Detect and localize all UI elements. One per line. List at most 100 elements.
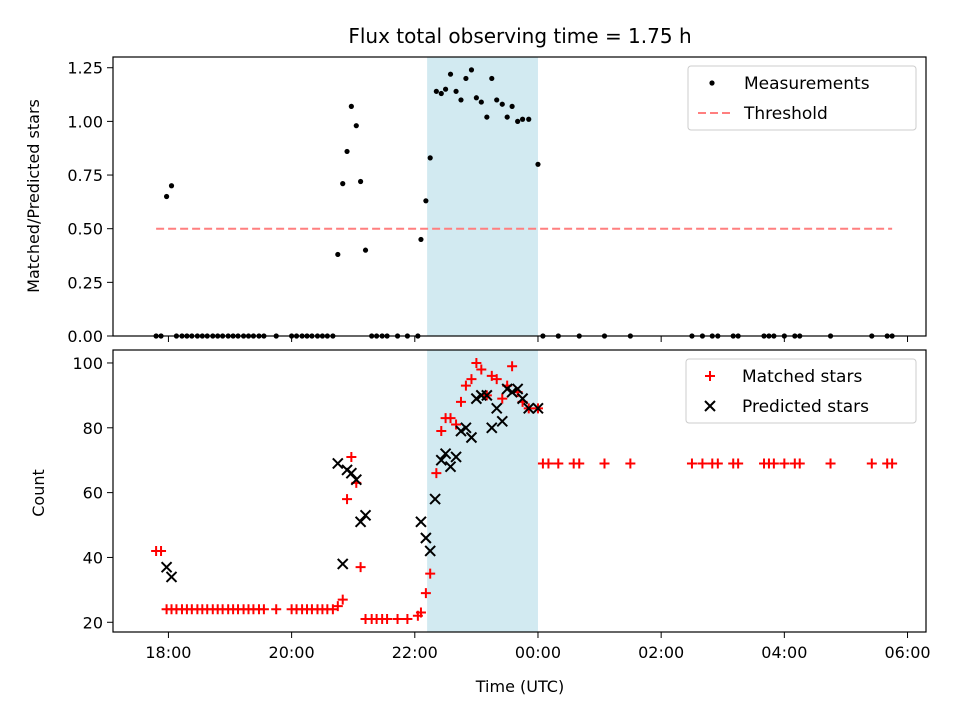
panel-bottom: 18:00 20:00 22:00 00:00 02:00 04:00 06:00 20 40 6… [72, 349, 931, 662]
bottom-matched-stars-point [507, 361, 518, 372]
x-axis-label: Time (UTC) [475, 677, 564, 696]
top-measurements-point [504, 114, 510, 120]
bottom-predicted-stars-point [444, 460, 457, 473]
bottom-predicted-stars-point [470, 392, 483, 405]
top-measurements-point [344, 148, 350, 155]
bottom-matched-stars-point [332, 601, 343, 612]
bottom-matched-stars-point [382, 614, 393, 625]
bottom-y-tick-label: 20 [83, 613, 103, 632]
x-tick-label: 18:00 [145, 643, 191, 662]
bottom-matched-stars-point [425, 568, 436, 579]
bottom-matched-stars-point [355, 562, 366, 573]
top-measurements-point [519, 116, 526, 122]
bottom-legend-predicted-stars-label: Predicted stars [742, 397, 869, 417]
bottom-matched-stars-point [156, 545, 167, 556]
top-y-tick-label: 0.75 [67, 166, 103, 185]
bottom-matched-stars-point [887, 458, 898, 469]
bottom-predicted-stars-point [460, 422, 472, 434]
bottom-predicted-stars-point [481, 389, 493, 402]
top-measurements-point [453, 88, 459, 94]
top-y-axis-label: Matched/Predicted stars [24, 99, 43, 293]
top-measurements-point [348, 103, 354, 109]
bottom-matched-stars-point [553, 458, 564, 469]
top-y-tick-label: 0.50 [67, 220, 103, 239]
bottom-predicted-stars-point [429, 493, 441, 505]
bottom-predicted-stars-point [160, 561, 173, 573]
bottom-matched-stars-point [402, 614, 413, 625]
bottom-predicted-stars-point [486, 422, 498, 434]
bottom-matched-stars-point [768, 458, 779, 469]
bottom-predicted-stars-point [337, 558, 349, 570]
bottom-matched-stars-point [779, 458, 790, 469]
top-measurements-point [494, 97, 500, 103]
x-tick-label: 02:00 [638, 643, 684, 662]
chart-title: Flux total observing time = 1.75 h [348, 24, 691, 48]
bottom-matched-stars-point [445, 413, 456, 424]
top-y-tick-label: 1.25 [67, 59, 103, 78]
bottom-y-axis-label: Count [29, 469, 48, 517]
bottom-legend-matched-stars-marker [705, 371, 715, 381]
bottom-predicted-stars-point [165, 571, 178, 583]
bottom-predicted-stars-point [359, 509, 372, 522]
top-legend-threshold-label: Threshold [743, 104, 828, 124]
bottom-predicted-stars-point [532, 402, 544, 415]
bottom-matched-stars-point [420, 588, 431, 599]
bottom-predicted-stars-point [354, 516, 367, 528]
bottom-predicted-stars-point [496, 415, 508, 428]
bottom-matched-stars-point [258, 604, 269, 615]
top-measurements-point [433, 88, 439, 94]
top-measurements-point [473, 95, 479, 101]
top-measurements-point [499, 101, 505, 107]
top-measurements-point [163, 193, 170, 200]
bottom-matched-stars-point [543, 458, 554, 469]
bottom-predicted-stars-point [491, 402, 503, 415]
bottom-matched-stars-point [455, 396, 466, 407]
x-tick-label: 00:00 [515, 643, 561, 662]
top-measurements-point [362, 247, 369, 253]
top-measurements-point [168, 183, 175, 189]
top-measurements-point [418, 236, 424, 243]
bottom-matched-stars-point [491, 374, 502, 385]
bottom-predicted-stars-point [435, 454, 447, 466]
bottom-predicted-stars-point [501, 383, 513, 395]
bottom-matched-stars-point [451, 419, 462, 430]
bottom-predicted-stars-point [420, 532, 432, 544]
bottom-matched-stars-point [337, 594, 348, 605]
top-legend-measurements-marker [709, 80, 715, 86]
bottom-matched-stars-point [431, 468, 442, 479]
top-measurements-point [478, 99, 484, 105]
top-measurements-point [484, 114, 490, 120]
bottom-matched-stars-point [599, 458, 610, 469]
bottom-matched-stars-point [497, 393, 508, 404]
top-highlight-span [427, 57, 538, 336]
bottom-matched-stars-point [866, 458, 877, 469]
bottom-matched-stars-point [686, 458, 697, 469]
bottom-matched-stars-point [794, 458, 805, 469]
bottom-matched-stars-point [697, 458, 708, 469]
bottom-matched-stars-point [825, 458, 836, 469]
top-measurements-point [463, 75, 469, 82]
bottom-matched-stars-point [733, 458, 744, 469]
x-tick-label: 22:00 [392, 643, 438, 662]
bottom-matched-stars-point [712, 458, 723, 469]
top-measurements-point [515, 118, 521, 124]
bottom-predicted-stars-point [465, 431, 478, 444]
bottom-predicted-stars-point [345, 467, 358, 479]
bottom-y-tick-label: 60 [83, 484, 103, 503]
top-measurements-point [468, 67, 475, 73]
bottom-matched-stars-point [625, 458, 636, 469]
top-measurements-point [526, 116, 532, 122]
bottom-y-tick-label: 40 [83, 548, 103, 567]
top-y-tick-label: 0.00 [67, 327, 103, 346]
bottom-predicted-stars-point [332, 457, 344, 470]
top-measurements-point [535, 161, 541, 167]
bottom-predicted-stars-point [439, 448, 452, 460]
bottom-matched-stars-point [466, 374, 477, 385]
top-measurements-point [423, 198, 429, 204]
bottom-predicted-stars-point [450, 451, 462, 463]
top-y-tick-label: 0.25 [67, 273, 103, 292]
bottom-matched-stars-point [346, 451, 357, 462]
x-tick-label: 20:00 [269, 643, 315, 662]
top-measurements-point [442, 86, 449, 92]
